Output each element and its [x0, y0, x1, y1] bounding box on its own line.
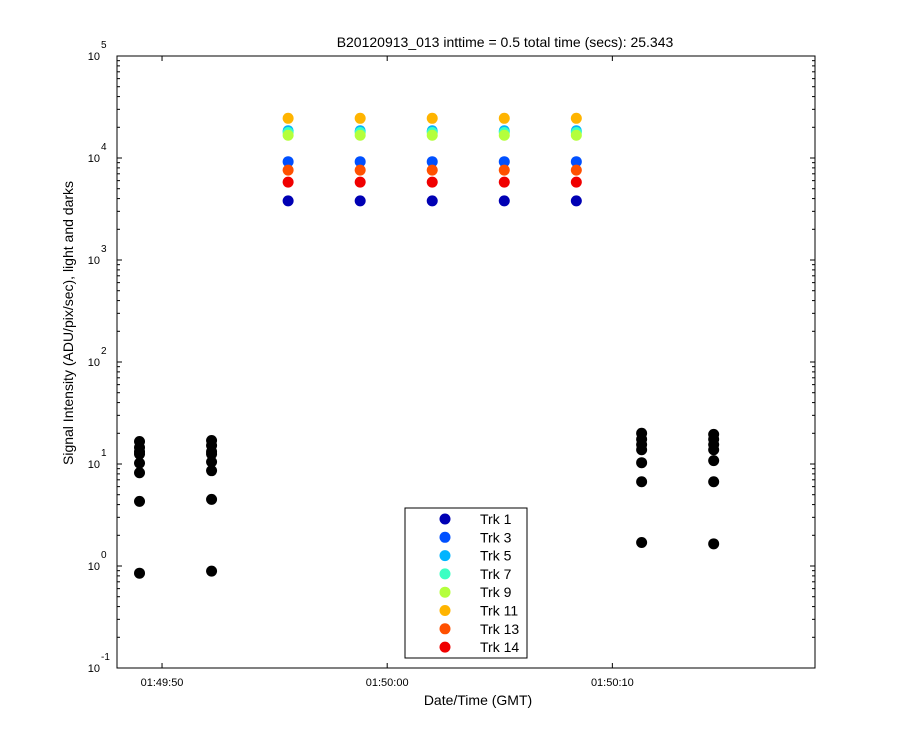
legend-label: Trk 11 — [480, 603, 518, 619]
dark-point — [134, 467, 146, 479]
dark-point — [206, 456, 218, 468]
data-point-trk — [282, 156, 294, 168]
data-point-trk — [570, 156, 582, 168]
data-point-trk — [570, 129, 582, 141]
dark-point — [206, 448, 218, 460]
dark-point — [134, 567, 146, 579]
data-point-trk — [282, 112, 294, 124]
dark-point — [134, 495, 146, 507]
y-tick-label-exponent: 3 — [101, 244, 107, 255]
x-tick-label: 01:50:10 — [591, 677, 634, 689]
data-point-trk — [426, 164, 438, 176]
y-tick-label-exponent: 2 — [101, 346, 107, 357]
data-point-trk — [426, 156, 438, 168]
dark-point — [636, 476, 648, 488]
data-point-trk — [498, 129, 510, 141]
dark-point — [636, 444, 648, 456]
dark-point — [134, 457, 146, 469]
x-axis: 01:49:50 01:50:00 01:50:10 — [141, 56, 634, 689]
dark-point — [206, 493, 218, 505]
dark-point — [206, 465, 218, 477]
data-point-trk — [498, 164, 510, 176]
data-point-trk — [282, 129, 294, 141]
legend-label: Trk 1 — [480, 511, 512, 527]
data-point-trk — [282, 195, 294, 207]
data-point-trk — [426, 129, 438, 141]
data-point-trk — [354, 195, 366, 207]
legend-box — [404, 507, 528, 659]
data-point-trk — [570, 176, 582, 188]
data-points — [134, 112, 720, 579]
data-point-trk — [354, 112, 366, 124]
dark-point — [636, 457, 648, 469]
legend-marker — [439, 605, 451, 616]
y-tick-label-base: 10 — [88, 561, 100, 573]
data-point-trk — [426, 112, 438, 124]
data-point-trk — [354, 164, 366, 176]
legend-label: Trk 14 — [480, 639, 519, 655]
data-point-trk — [570, 195, 582, 207]
dark-point — [206, 565, 218, 577]
y-tick-label-base: 10 — [88, 153, 100, 165]
dark-point — [134, 448, 146, 460]
dark-point — [708, 455, 720, 467]
data-point-trk — [282, 164, 294, 176]
x-tick-label: 01:50:00 — [366, 677, 409, 689]
data-point-trk — [498, 195, 510, 207]
legend-label: Trk 13 — [480, 621, 519, 637]
dark-point — [636, 536, 648, 548]
data-point-trk — [570, 112, 582, 124]
dark-point — [708, 476, 720, 488]
y-tick-label-base: 10 — [88, 51, 100, 63]
y-tick-label-base: 10 — [88, 255, 100, 267]
data-point-trk — [498, 176, 510, 188]
data-point-trk — [426, 176, 438, 188]
data-point-trk — [354, 176, 366, 188]
legend-marker — [439, 641, 451, 653]
legend-marker — [439, 623, 451, 635]
data-point-trk — [498, 112, 510, 124]
x-axis-label: Date/Time (GMT) — [424, 692, 532, 708]
y-tick-label-exponent: 1 — [101, 448, 107, 459]
legend-label: Trk 3 — [480, 529, 512, 545]
y-tick-label-base: 10 — [88, 459, 100, 471]
data-point-trk — [498, 156, 510, 168]
data-point-trk — [570, 164, 582, 176]
y-tick-label-base: 10 — [88, 357, 100, 369]
legend-label: Trk 5 — [480, 548, 512, 564]
x-tick-label: 01:49:50 — [141, 677, 184, 689]
legend-marker — [439, 586, 451, 598]
data-point-trk — [282, 176, 294, 188]
y-tick-label-base: 10 — [88, 663, 100, 675]
data-point-trk — [354, 129, 366, 141]
legend-marker — [439, 531, 451, 543]
legend: Trk 1 Trk 3 Trk 5 Trk 7 Trk 9 Trk 11 Trk 13 Trk… — [404, 507, 528, 659]
data-point-trk — [354, 156, 366, 168]
y-tick-label-exponent: 4 — [101, 142, 107, 153]
legend-label: Trk 7 — [480, 566, 512, 582]
legend-marker — [439, 568, 451, 580]
dark-point — [708, 538, 720, 550]
y-tick-label-exponent: 5 — [101, 40, 107, 51]
y-axis-label: Signal Intensity (ADU/pix/sec), light an… — [60, 181, 76, 465]
legend-marker — [439, 550, 451, 562]
y-tick-label-exponent: 0 — [101, 550, 107, 561]
data-point-trk — [426, 195, 438, 207]
legend-marker — [439, 513, 451, 525]
dark-point — [708, 444, 720, 456]
y-tick-label-exponent: -1 — [101, 652, 110, 663]
chart-title: B20120913_013 inttime = 0.5 total time (… — [337, 34, 674, 50]
legend-label: Trk 9 — [480, 584, 512, 600]
